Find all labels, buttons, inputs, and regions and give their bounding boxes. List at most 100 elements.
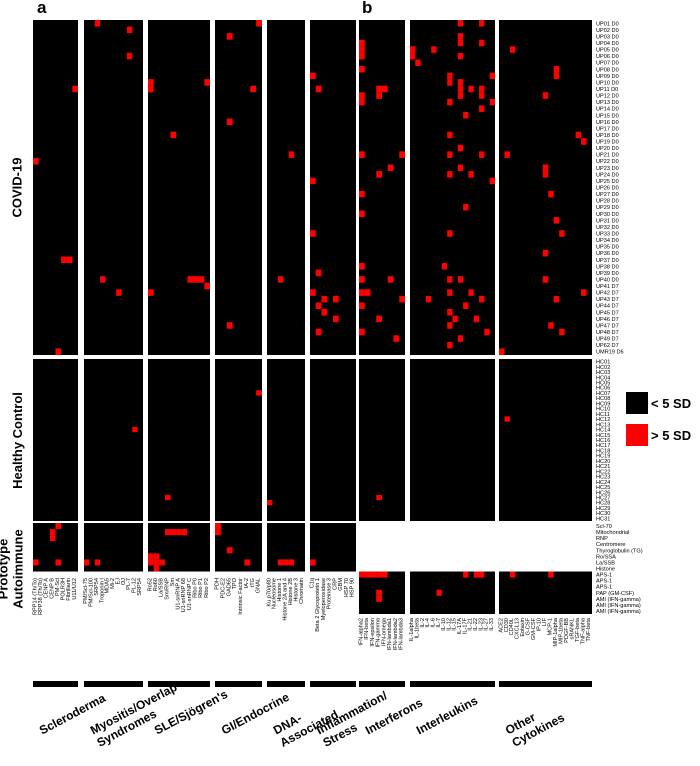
column-label: IL-10 xyxy=(441,618,447,631)
row-group-label-line: Healthy Control xyxy=(9,391,25,489)
column-label: CENP A xyxy=(44,578,50,599)
cell-high xyxy=(468,85,474,93)
row-label: HC30 xyxy=(596,511,610,517)
block-prototype-autoimmune-gi-endocrine xyxy=(215,523,262,572)
row-label: HC07 xyxy=(596,391,610,397)
cell-high xyxy=(581,138,587,145)
cell-high xyxy=(479,39,485,47)
cell-high xyxy=(457,92,464,99)
cell-high xyxy=(542,92,549,99)
column-label: TPO xyxy=(232,577,238,589)
cell-high xyxy=(548,571,554,578)
legend-swatch xyxy=(626,392,648,414)
cell-high xyxy=(359,302,365,310)
cell-high xyxy=(479,295,485,303)
cell-high xyxy=(359,151,365,158)
cell-high xyxy=(410,52,416,60)
cell-high xyxy=(463,302,469,310)
row-label: UP42 D7 xyxy=(596,291,619,297)
cell-high xyxy=(479,92,485,99)
column-label: ACE2 xyxy=(498,618,504,633)
row-label: HC20 xyxy=(596,459,610,465)
cell-high xyxy=(441,263,448,270)
block-healthy-control-myositis-overlap-syndromes xyxy=(84,359,143,521)
row-label: HC29 xyxy=(596,506,610,512)
cell-high xyxy=(548,322,554,329)
column-label: Ribo P1 xyxy=(198,578,204,598)
cell-high xyxy=(256,390,263,396)
row-label: HC17 xyxy=(596,443,610,449)
column-label: GAD65 xyxy=(226,578,232,596)
column-label: IL-33 xyxy=(489,618,495,631)
cell-high xyxy=(226,547,233,554)
cell-high xyxy=(447,79,453,86)
block-prototype-autoimmune-interleukins xyxy=(410,571,495,614)
cell-high xyxy=(66,256,73,264)
cell-high xyxy=(321,295,328,303)
row-label: APS-1 xyxy=(596,585,612,591)
legend-item: > 5 SD xyxy=(626,424,691,446)
cell-high xyxy=(153,565,160,572)
column-label: PL-7 xyxy=(126,578,132,590)
column-label: Histone 3 xyxy=(293,578,299,602)
column-label: Ku p70/p80 xyxy=(266,578,272,607)
cell-high xyxy=(364,571,371,578)
cell-high xyxy=(176,529,182,536)
cell-high xyxy=(204,79,210,86)
cell-high xyxy=(359,46,365,53)
category-bar-dna-associated xyxy=(267,681,305,687)
column-label: sRANKL xyxy=(569,618,575,639)
category-bar-other-cytokines xyxy=(499,681,592,687)
legend-label: > 5 SD xyxy=(651,427,692,443)
row-label: UP19 D0 xyxy=(596,140,619,146)
row-label: UP38 D0 xyxy=(596,264,619,270)
row-label: UP04 D0 xyxy=(596,41,619,47)
cell-high xyxy=(94,559,101,566)
legend-swatch xyxy=(626,424,648,446)
column-label: CRP xyxy=(332,578,338,590)
row-label: HC01 xyxy=(596,360,610,366)
cell-high xyxy=(288,151,295,158)
row-label: UP17 D0 xyxy=(596,126,619,132)
column-label: Troponin I xyxy=(99,578,105,603)
column-label: Myeloperoxidase xyxy=(321,578,327,620)
block-healthy-control-gi-endocrine xyxy=(215,359,262,521)
cell-high xyxy=(376,494,382,501)
cell-high xyxy=(164,494,171,501)
cell-high xyxy=(509,46,516,53)
column-label: La/SSB xyxy=(159,578,165,597)
column-label: IL-17F xyxy=(462,617,468,634)
row-label: UP39 D0 xyxy=(596,271,619,277)
column-label: Histone 1 xyxy=(277,578,283,602)
row-label: APS-1 xyxy=(596,579,612,585)
cell-high xyxy=(479,571,485,578)
column-label: Sm xyxy=(170,578,176,587)
row-label: APS-1 xyxy=(596,573,612,579)
panel-letter-a: a xyxy=(37,0,47,17)
column-label: G-CSF xyxy=(526,617,532,635)
cell-high xyxy=(250,85,257,93)
row-label: HC23 xyxy=(596,475,610,481)
cell-high xyxy=(457,164,464,172)
column-label: GM-CSF xyxy=(531,617,537,640)
cell-high xyxy=(49,535,56,542)
cell-high xyxy=(310,559,316,566)
row-label: HC31 xyxy=(596,516,610,522)
block-prototype-autoimmune-inflammation-stress xyxy=(310,523,356,572)
row-label: AMI (IFN-gamma) xyxy=(596,597,641,603)
column-label: Eotaxin xyxy=(520,618,526,637)
block-healthy-control-other-cytokines xyxy=(499,359,592,521)
cell-high xyxy=(415,59,421,66)
cell-high xyxy=(359,65,365,73)
cell-high xyxy=(393,335,400,342)
column-label: tTG xyxy=(250,578,256,587)
cell-high xyxy=(376,571,382,578)
column-label: IFN-lambda2 xyxy=(393,618,399,650)
column-label: C1q xyxy=(309,578,315,588)
cell-high xyxy=(376,92,382,99)
column-label: CD30 xyxy=(504,618,510,632)
cell-high xyxy=(359,571,365,578)
row-label: UP29 D0 xyxy=(596,205,619,211)
cell-high xyxy=(542,276,549,283)
cell-high xyxy=(468,171,474,178)
